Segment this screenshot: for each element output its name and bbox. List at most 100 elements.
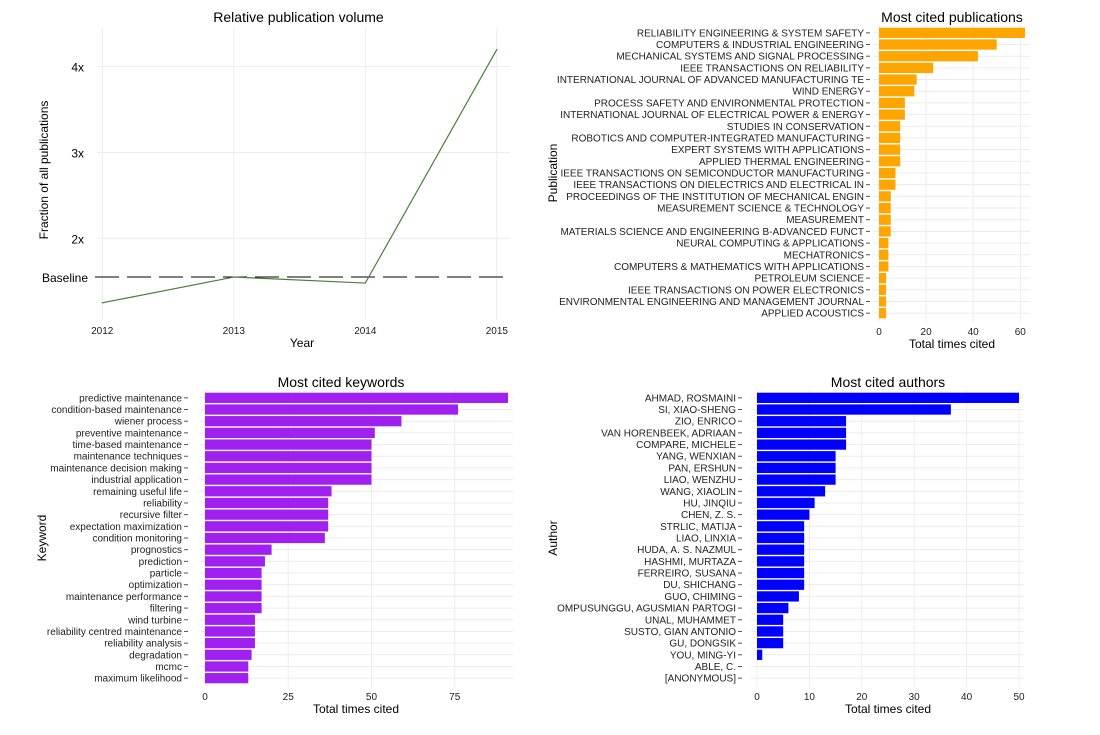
bar-reliability-engineering-system-safety <box>879 27 1025 38</box>
category-label-measurement-science-technology: MEASUREMENT SCIENCE & TECHNOLOGY <box>657 204 864 215</box>
bar-condition-monitoring <box>205 532 325 544</box>
category-label-ieee-transactions-on-reliability: IEEE TRANSACTIONS ON RELIABILITY <box>680 63 864 74</box>
category-label-mcmc: mcmc <box>155 662 182 673</box>
x-tick-label: 2012 <box>91 326 114 337</box>
x-tick-label: 2014 <box>354 326 377 337</box>
bar-gu-dongsik <box>757 637 784 649</box>
x-tick-label: 50 <box>366 692 378 703</box>
bar-condition-based-maintenance <box>205 404 459 415</box>
most-cited-keywords-chart: Most cited keywords predictive maintenanc… <box>35 374 513 716</box>
x-tick-label: 2015 <box>486 326 509 337</box>
category-label-ompusunggu-agusmian-partogi: OMPUSUNGGU, AGUSMIAN PARTOGI <box>557 604 736 615</box>
bar-environmental-engineering-and-management-journal <box>879 296 887 307</box>
bar-maintenance-decision-making <box>205 462 372 474</box>
bar-compare-michele <box>757 439 847 450</box>
y-tick-label: 2x <box>71 232 84 246</box>
data-point <box>364 282 366 284</box>
category-label-process-safety-and-environmental-protection: PROCESS SAFETY AND ENVIRONMENTAL PROTECT… <box>594 98 864 109</box>
x-tick-label: 40 <box>968 327 980 338</box>
bar-remaining-useful-life <box>205 486 332 497</box>
bar-expectation-maximization <box>205 521 329 532</box>
category-label-preventive-maintenance: preventive maintenance <box>76 428 183 439</box>
category-label-degradation: degradation <box>129 650 182 661</box>
category-label-liao-linxia: LIAO, LINXIA <box>676 534 736 545</box>
category-label-computers-mathematics-with-applications: COMPUTERS & MATHEMATICS WITH APPLICATION… <box>614 262 864 273</box>
bar-ieee-transactions-on-reliability <box>879 62 934 74</box>
category-label-unal-muhammet: UNAL, MUHAMMET <box>645 615 736 626</box>
category-label-hu-jinqiu: HU, JINQIU <box>683 498 736 509</box>
bar-optimization <box>205 579 262 590</box>
bar-measurement-science-technology <box>879 202 891 214</box>
category-label-pan-ershun: PAN, ERSHUN <box>668 463 736 474</box>
x-tick-label: 20 <box>856 692 868 703</box>
category-label-wiener-process: wiener process <box>114 417 182 428</box>
category-label-international-journal-of-electrical-power-energy: INTERNATIONAL JOURNAL OF ELECTRICAL POWE… <box>560 110 864 121</box>
category-label-ieee-transactions-on-dielectrics-and-electrical-in: IEEE TRANSACTIONS ON DIELECTRICS AND ELE… <box>573 180 864 191</box>
category-label-studies-in-conservation: STUDIES IN CONSERVATION <box>727 122 864 133</box>
x-tick-label: 20 <box>921 327 933 338</box>
bar-recursive-filter <box>205 509 329 520</box>
category-label-computers-industrial-engineering: COMPUTERS & INDUSTRIAL ENGINEERING <box>656 40 864 51</box>
category-label-optimization: optimization <box>129 580 182 591</box>
category-label-reliability-centred-maintenance: reliability centred maintenance <box>47 627 183 638</box>
bar-du-shichang <box>757 579 805 590</box>
category-label-liao-wenzhu: LIAO, WENZHU <box>664 475 736 486</box>
category-label-proceedings-of-the-institution-of-mechanical-engin: PROCEEDINGS OF THE INSTITUTION OF MECHAN… <box>566 192 864 203</box>
bar-mechanical-systems-and-signal-processing <box>879 51 978 62</box>
x-axis-title: Total times cited <box>845 702 931 716</box>
bar-wind-turbine <box>205 614 255 625</box>
bar-guo-chiming <box>757 591 799 602</box>
bar-yang-wenxian <box>757 451 836 462</box>
bar-maintenance-techniques <box>205 451 372 462</box>
bar-computers-mathematics-with-applications <box>879 261 889 272</box>
category-label-maximum-likelihood: maximum likelihood <box>94 674 182 685</box>
category-label-gu-dongsik: GU, DONGSIK <box>669 639 736 650</box>
category-label-mechatronics: MECHATRONICS <box>784 250 865 261</box>
bar-filtering <box>205 602 262 614</box>
bar-pan-ershun <box>757 462 836 474</box>
bar-hu-jinqiu <box>757 497 815 509</box>
x-axis-title: Total times cited <box>909 337 995 351</box>
bar-measurement <box>879 214 891 225</box>
bar-wiener-process <box>205 416 402 427</box>
y-tick-label: 4x <box>71 61 84 75</box>
category-label-robotics-and-computer-integrated-manufacturing: ROBOTICS AND COMPUTER-INTEGRATED MANUFAC… <box>571 133 864 144</box>
y-axis-title: Author <box>546 520 560 555</box>
category-label-industrial-application: industrial application <box>91 475 182 486</box>
category-label-recursive-filter: recursive filter <box>120 510 183 521</box>
category-label-able-c: ABLE, C. <box>695 662 736 673</box>
bar-reliability-analysis <box>205 637 255 649</box>
category-label-wind-energy: WIND ENERGY <box>792 87 864 98</box>
bar-petroleum-science <box>879 272 887 284</box>
x-tick-label: 30 <box>909 692 921 703</box>
category-label-si-xiao-sheng: SI, XIAO-SHENG <box>658 405 736 416</box>
category-label-materials-science-and-engineering-b-advanced-funct: MATERIALS SCIENCE AND ENGINEERING B-ADVA… <box>560 227 864 238</box>
bar-neural-computing-applications <box>879 237 889 249</box>
bar-degradation <box>205 649 252 660</box>
category-label-condition-based-maintenance: condition-based maintenance <box>51 405 182 416</box>
bar-liao-linxia <box>757 532 805 544</box>
bar-zio-enrico <box>757 416 847 427</box>
bar-strlic-matija <box>757 521 805 532</box>
data-point <box>233 276 235 278</box>
category-label-international-journal-of-advanced-manufacturing-te: INTERNATIONAL JOURNAL OF ADVANCED MANUFA… <box>557 75 864 86</box>
bar-prognostics <box>205 544 272 555</box>
x-tick-label: 0 <box>754 692 760 703</box>
data-point <box>101 302 103 304</box>
bar-ahmad-rosmaini <box>757 392 1019 403</box>
category-label-anonymous: [ANONYMOUS] <box>665 674 736 685</box>
bar-unal-muhammet <box>757 614 784 625</box>
category-label-time-based-maintenance: time-based maintenance <box>72 440 182 451</box>
y-axis-title: Keyword <box>35 515 49 562</box>
category-label-zio-enrico: ZIO, ENRICO <box>675 417 736 428</box>
bar-ieee-transactions-on-dielectrics-and-electrical-in <box>879 179 896 190</box>
category-label-expert-systems-with-applications: EXPERT SYSTEMS WITH APPLICATIONS <box>671 145 864 156</box>
category-label-reliability-analysis: reliability analysis <box>104 639 182 650</box>
x-axis-title: Total times cited <box>313 702 399 716</box>
bar-liao-wenzhu <box>757 474 836 485</box>
bar-ferreiro-susana <box>757 567 805 579</box>
bar-hashmi-murtaza <box>757 556 805 567</box>
bar-you-ming-yi <box>757 649 763 660</box>
category-label-neural-computing-applications: NEURAL COMPUTING & APPLICATIONS <box>676 239 864 250</box>
